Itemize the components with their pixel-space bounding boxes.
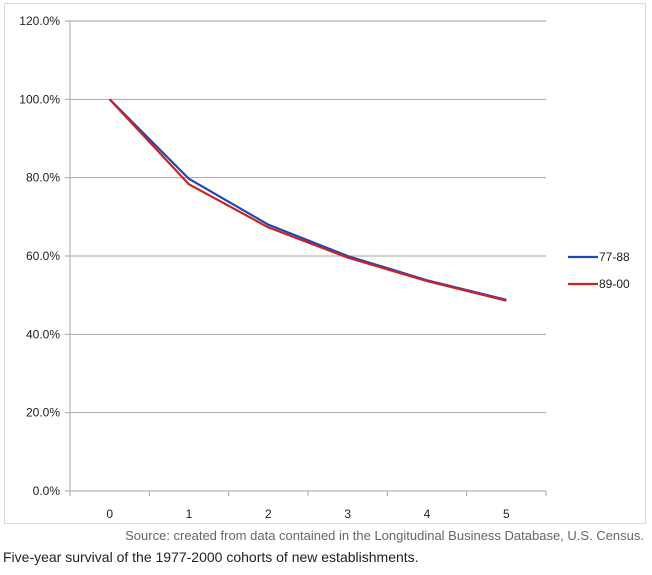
line-chart: 0.0% 20.0% 40.0% 60.0% 80.0% 100.0% 120.0% 0 1 2 3…: [19, 14, 630, 521]
y-tick-label: 20.0%: [26, 406, 60, 420]
gridlines: [70, 20, 546, 414]
legend: 77-88 89-00: [568, 250, 630, 291]
source-note: Source: created from data contained in t…: [125, 528, 644, 543]
legend-label: 77-88: [599, 250, 630, 264]
x-tick-label: 5: [503, 507, 510, 521]
x-tick-label: 2: [265, 507, 272, 521]
axes: 0.0% 20.0% 40.0% 60.0% 80.0% 100.0% 120.0% 0 1 2 3…: [19, 14, 547, 521]
x-tick-label: 4: [424, 507, 431, 521]
y-tick-label: 40.0%: [26, 327, 60, 341]
x-tick-label: 0: [106, 507, 113, 521]
x-tick-label: 1: [186, 507, 193, 521]
series-line-89-00: [108, 98, 507, 302]
y-tick-label: 120.0%: [19, 14, 60, 28]
series-line-77-88: [108, 98, 507, 301]
series-lines: [108, 98, 507, 302]
y-tick-label: 60.0%: [26, 249, 60, 263]
y-tick-label: 80.0%: [26, 171, 60, 185]
y-tick-label: 100.0%: [19, 92, 60, 106]
y-tick-label: 0.0%: [33, 484, 61, 498]
chart-frame: [4, 3, 646, 524]
x-tick-label: 3: [344, 507, 351, 521]
legend-label: 89-00: [599, 277, 630, 291]
figure-caption: Five-year survival of the 1977-2000 coho…: [3, 549, 419, 565]
